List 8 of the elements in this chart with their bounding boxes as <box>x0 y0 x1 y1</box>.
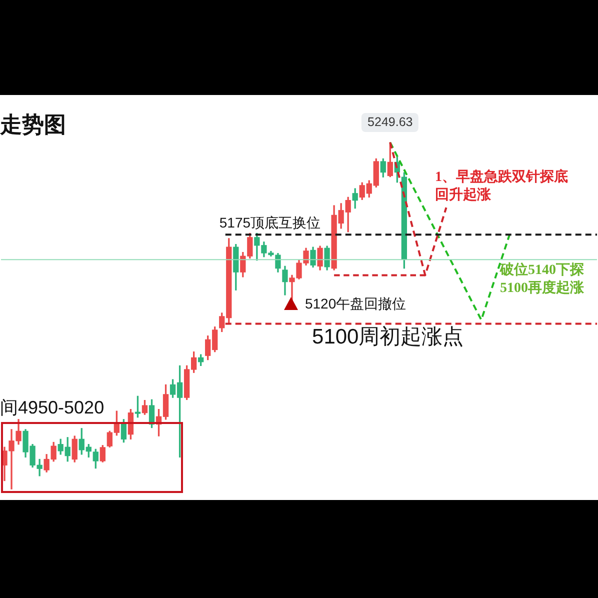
annotation: 间4950-5020 <box>0 397 104 419</box>
annotation: 5120午盘回撤位 <box>304 296 406 313</box>
annotation: 破位5140下探5100再度起涨 <box>500 261 585 297</box>
ref-line-label: 5175顶底互换位 <box>219 214 321 232</box>
chart-title: 走势图 <box>0 111 66 139</box>
ref-line-label: 5100周初起涨点 <box>312 324 464 350</box>
annotation: 5249.63 <box>362 113 419 132</box>
annotation: 1、早盘急跌双针探底回升起涨 <box>435 168 569 204</box>
